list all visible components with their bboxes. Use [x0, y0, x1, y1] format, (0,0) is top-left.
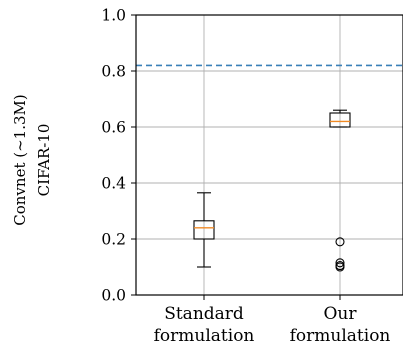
tick-marks-layer: 0.0 0.2 0.4 0.6 0.8 1.0: [101, 7, 341, 305]
y-axis-title-line-1: Convnet (~1.3M): [11, 94, 29, 225]
y-axis-title-line-2: CIFAR-10: [35, 124, 53, 197]
category-label-ours-line-1: Our: [323, 304, 357, 324]
outlier-1-3: [335, 262, 345, 272]
box-iqr-0: [193, 220, 215, 240]
y-tick-label-4: 0.8: [101, 63, 126, 81]
outlier-1-1: [335, 258, 345, 268]
box-0: [193, 192, 215, 268]
y-tick-label-2: 0.4: [101, 175, 126, 193]
boxes-layer: [193, 109, 351, 272]
grid-lines: [136, 14, 403, 296]
plot-frame: [135, 14, 403, 296]
y-tick-label-5: 1.0: [101, 7, 126, 25]
y-tick-label-3: 0.6: [101, 119, 126, 137]
y-tick-label-1: 0.2: [101, 231, 126, 249]
category-label-standard-line-1: Standard: [164, 304, 244, 324]
y-axis-title: Convnet (~1.3M) CIFAR-10: [11, 94, 53, 225]
box-1: [329, 109, 351, 272]
box-iqr-1: [329, 112, 351, 128]
category-label-standard-line-2: formulation: [154, 326, 255, 346]
category-labels: Standard formulation Our formulation: [154, 304, 391, 346]
y-tick-label-0: 0.0: [101, 287, 126, 305]
category-label-ours-line-2: formulation: [290, 326, 391, 346]
outlier-1-0: [335, 237, 345, 247]
